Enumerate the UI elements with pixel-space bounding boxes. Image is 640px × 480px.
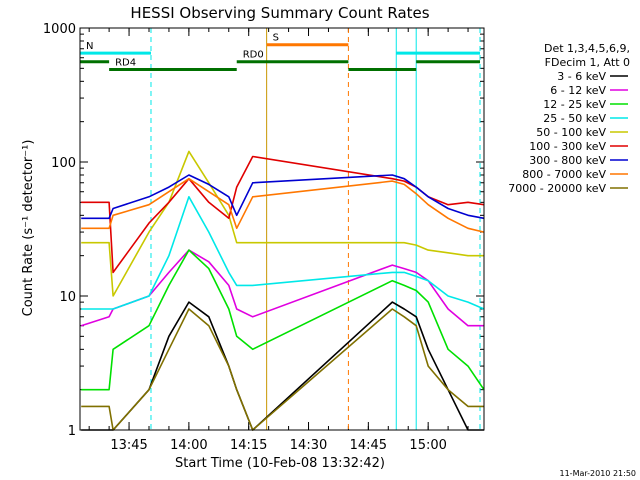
y-axis-label: Count Rate (s⁻¹ detector⁻¹) [21, 140, 36, 317]
legend-label: 6 - 12 keV [550, 84, 606, 97]
series-line [81, 155, 485, 274]
legend-label: 100 - 300 keV [529, 140, 606, 153]
annotation-label: N [86, 41, 93, 52]
y-tick-label: 1000 [43, 22, 76, 37]
plot-layer: 13:45 14:00 14:15 14:30 14:45 15:00 1 10 100 1000… [43, 22, 485, 453]
annotation-label: RD4 [115, 58, 136, 69]
x-tick-label: 14:45 [350, 438, 387, 453]
y-tick-label: 1 [68, 424, 76, 439]
legend-label: 25 - 50 keV [543, 112, 606, 125]
legend-label: 300 - 800 keV [529, 154, 606, 167]
legend-label: 12 - 25 keV [543, 98, 606, 111]
series-line [81, 174, 485, 220]
x-tick-label: 13:45 [110, 438, 147, 453]
chart-title: HESSI Observing Summary Count Rates [130, 4, 429, 22]
plot-frame [79, 27, 485, 431]
x-tick-label: 15:00 [409, 438, 446, 453]
series-line [81, 196, 485, 310]
series-line [81, 150, 484, 297]
legend-header: Det 1,3,4,5,6,9, [544, 42, 630, 55]
y-tick-label: 10 [59, 290, 76, 305]
series-line [81, 308, 484, 431]
x-axis-label: Start Time (10-Feb-08 13:32:42) [175, 456, 385, 471]
x-tick-label: 14:00 [170, 438, 207, 453]
legend-label: 50 - 100 keV [536, 126, 606, 139]
legend: Det 1,3,4,5,6,9,FDecim 1, Att 03 - 6 keV… [508, 42, 630, 195]
series-line [81, 249, 485, 391]
timestamp: 11-Mar-2010 21:50 [560, 469, 637, 478]
y-tick-label: 100 [51, 156, 76, 171]
legend-label: 7000 - 20000 keV [508, 182, 606, 195]
legend-label: 3 - 6 keV [557, 70, 606, 83]
legend-header: FDecim 1, Att 0 [545, 56, 630, 69]
x-tick-label: 14:15 [230, 438, 267, 453]
x-tick-label: 14:30 [290, 438, 327, 453]
series-line [81, 177, 485, 233]
annotation-label: S [273, 33, 279, 44]
legend-label: 800 - 7000 keV [522, 168, 606, 181]
annotation-label: RD0 [243, 50, 264, 61]
